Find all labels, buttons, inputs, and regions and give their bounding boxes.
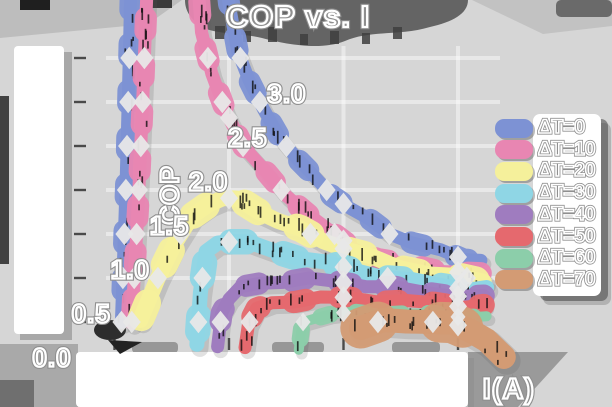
legend-swatch-ΔT=50 (495, 227, 533, 246)
series-ΔT=0 (110, 0, 492, 334)
legend-label-ΔT=0: ΔT=0 ΔT=0 (536, 115, 586, 139)
y-tick-label-0.0: 0.0 0.0 (30, 340, 73, 375)
y-tick-label-2.5: 2.5 2.5 (226, 120, 269, 155)
legend-swatch-ΔT=10 (495, 140, 533, 160)
gridline-diamonds (112, 46, 476, 337)
legend-label-ΔT=30: ΔT=30 ΔT=30 (536, 180, 597, 204)
legend-swatch-ΔT=30 (495, 183, 533, 203)
legend-swatch-ΔT=70 (495, 270, 533, 290)
legend-swatch-ΔT=20 (495, 161, 533, 181)
legend: ΔT=0 ΔT=0 ΔT=10 ΔT=10 ΔT=20 ΔT=20 ΔT=30 ΔT=30 ΔT… (494, 112, 612, 302)
legend-label-ΔT=50: ΔT=50 ΔT=50 (536, 224, 597, 248)
y-tick-labels: 0.0 0.0 0.5 0.5 1.0 1.0 1.5 1.5 2.0 2.0 2.5 2.5 3.0 3… (0, 36, 612, 375)
legend-label-ΔT=70: ΔT=70 ΔT=70 (536, 267, 597, 291)
y-tick-label-2.0: 2.0 2.0 (187, 164, 230, 199)
legend-label-ΔT=40: ΔT=40 ΔT=40 (536, 202, 597, 226)
legend-swatch-ΔT=40 (495, 205, 533, 225)
x-axis-title: I(A) I(A) (480, 371, 536, 407)
chart-title: COP vs. I COP vs. I (223, 0, 371, 36)
y-tick-label-1.0: 1.0 1.0 (108, 252, 151, 287)
y-tick-label-1.5: 1.5 1.5 (148, 208, 191, 243)
y-tick-label-3.0: 3.0 3.0 (265, 76, 308, 111)
legend-label-ΔT=60: ΔT=60 ΔT=60 (536, 246, 597, 270)
legend-panel (533, 114, 601, 296)
legend-swatch-ΔT=60 (495, 248, 533, 268)
legend-label-ΔT=20: ΔT=20 ΔT=20 (536, 159, 597, 183)
y-tick-label-0.5: 0.5 0.5 (69, 296, 112, 331)
label-strips (14, 46, 474, 407)
legend-label-ΔT=10: ΔT=10 ΔT=10 (536, 137, 597, 161)
legend-swatch-ΔT=0 (495, 118, 533, 138)
